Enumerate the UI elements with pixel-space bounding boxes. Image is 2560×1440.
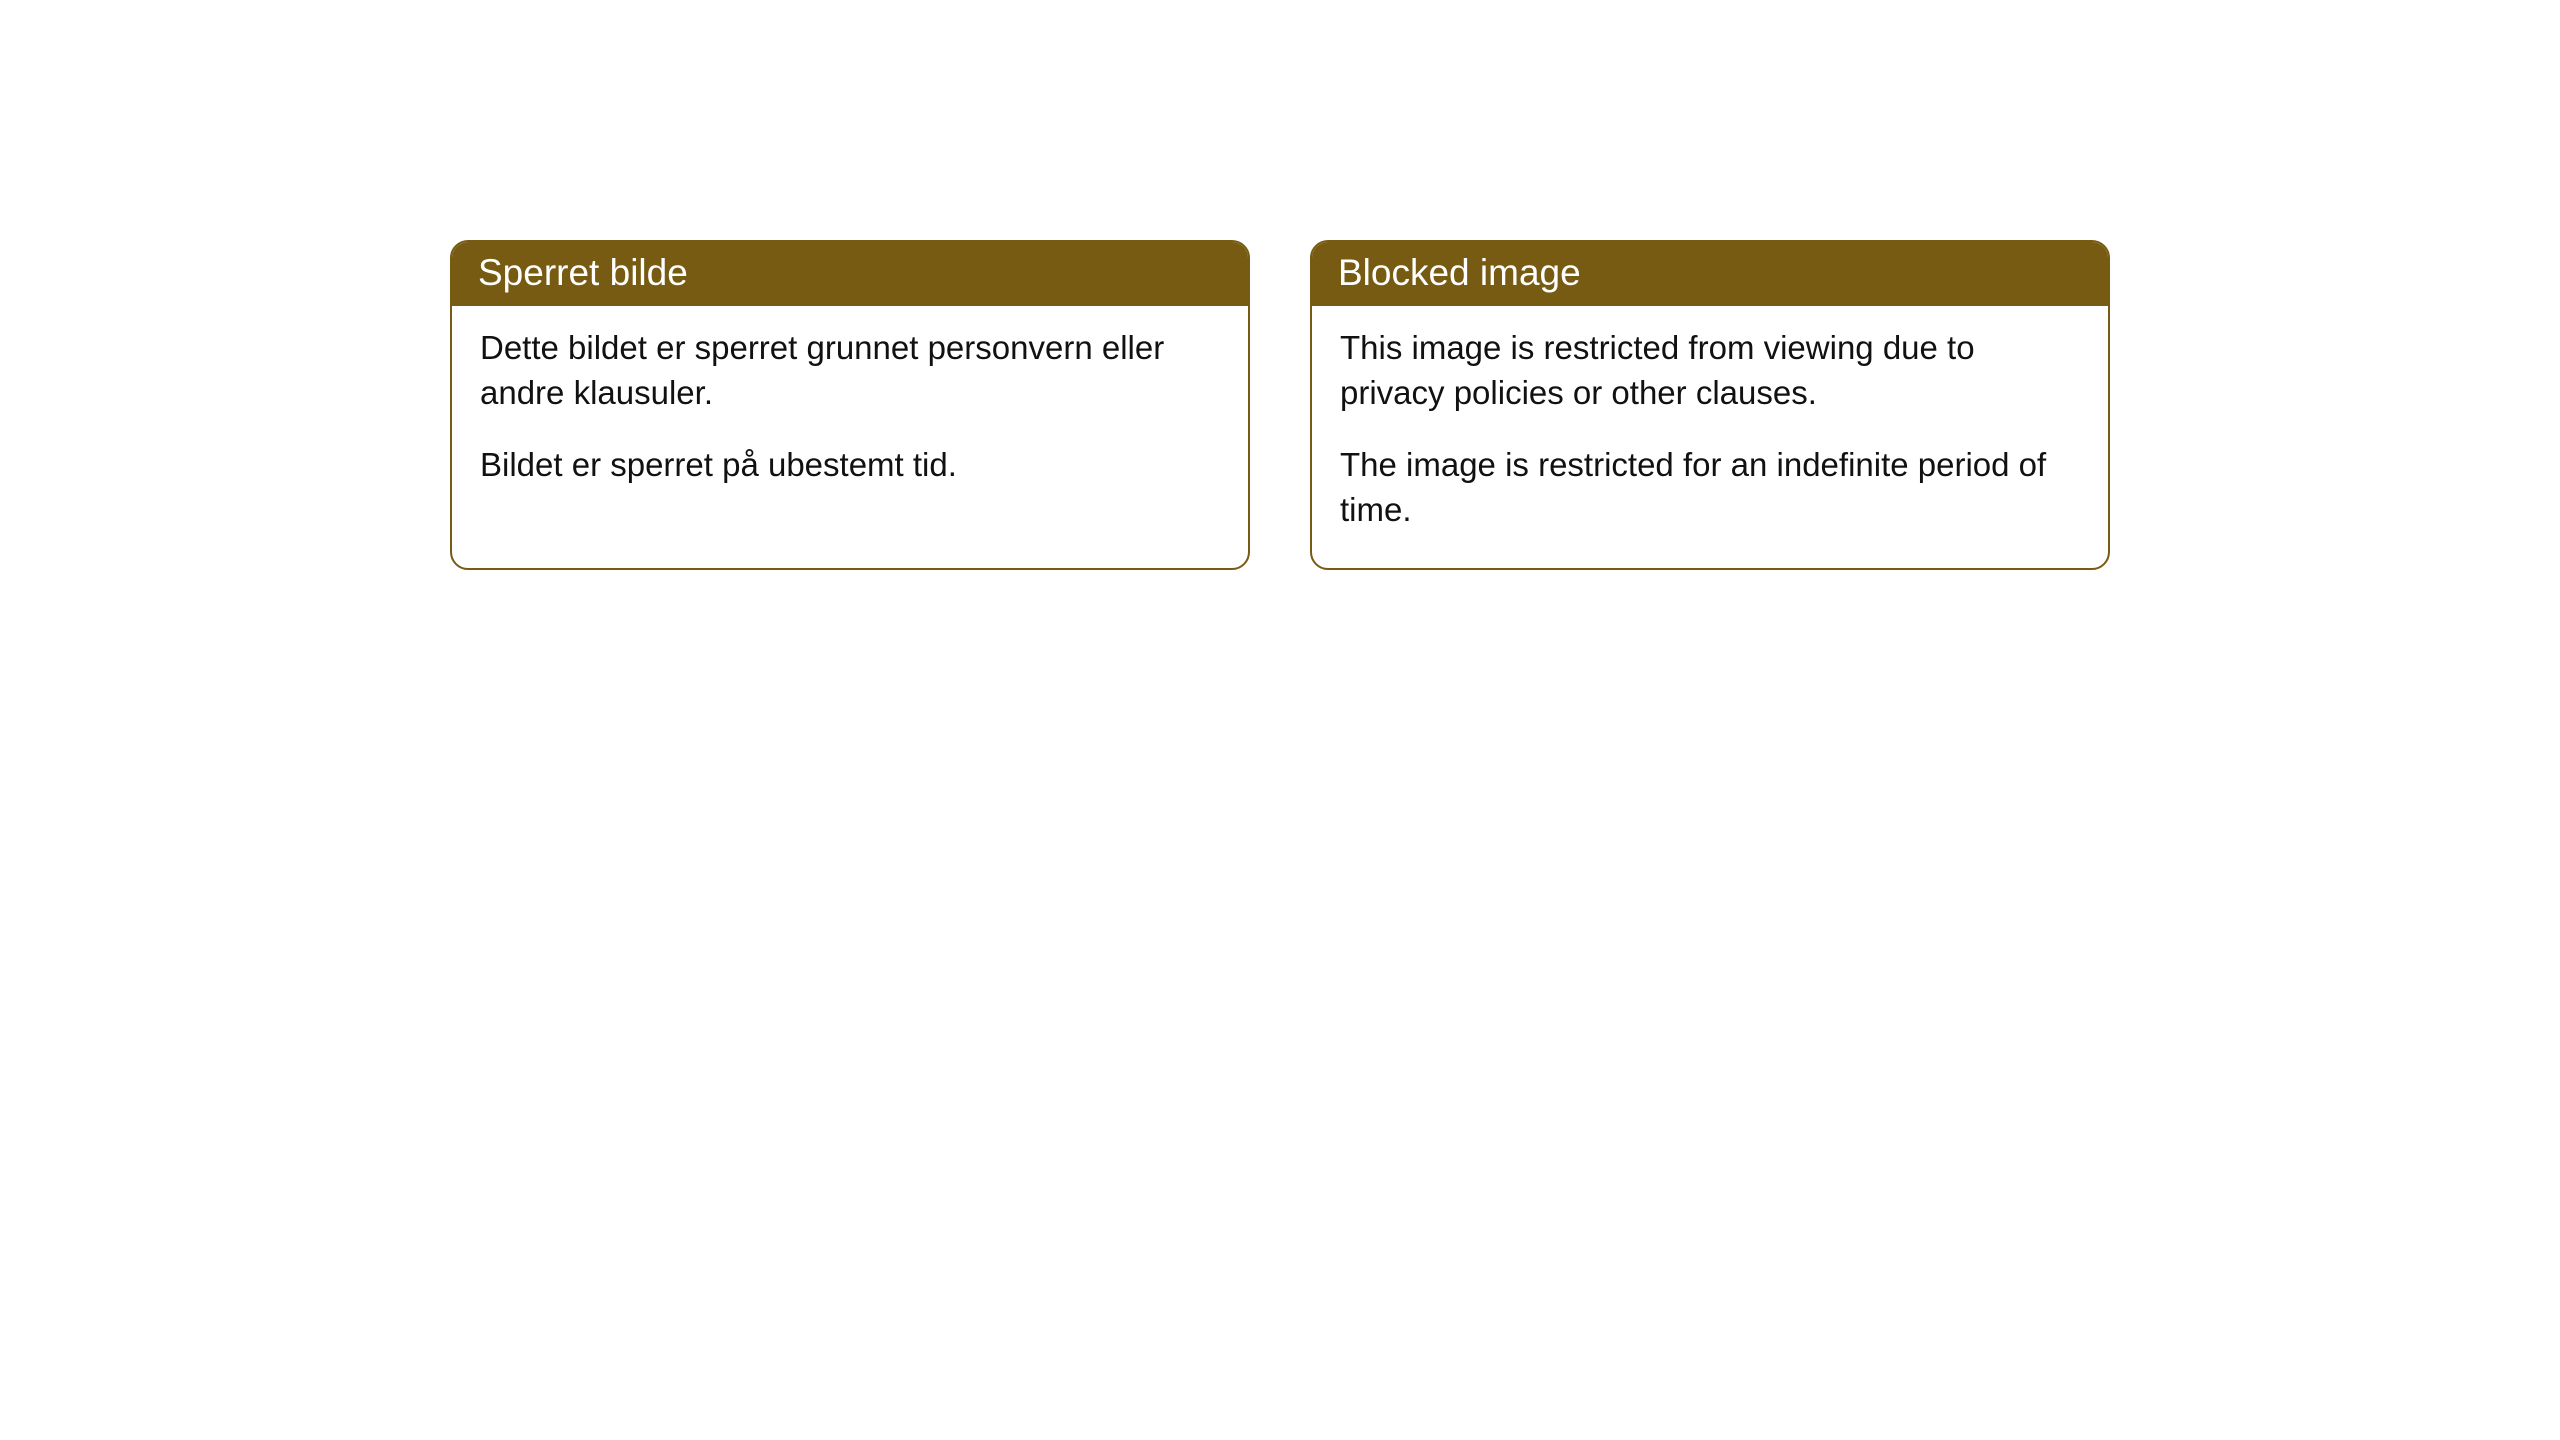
card-body-english: This image is restricted from viewing du… (1312, 306, 2108, 568)
card-text-norwegian-1: Dette bildet er sperret grunnet personve… (480, 326, 1220, 415)
blocked-image-card-english: Blocked image This image is restricted f… (1310, 240, 2110, 570)
card-header-english: Blocked image (1312, 242, 2108, 306)
card-container: Sperret bilde Dette bildet er sperret gr… (0, 0, 2560, 570)
blocked-image-card-norwegian: Sperret bilde Dette bildet er sperret gr… (450, 240, 1250, 570)
card-header-norwegian: Sperret bilde (452, 242, 1248, 306)
card-body-norwegian: Dette bildet er sperret grunnet personve… (452, 306, 1248, 524)
card-text-norwegian-2: Bildet er sperret på ubestemt tid. (480, 443, 1220, 488)
card-text-english-1: This image is restricted from viewing du… (1340, 326, 2080, 415)
card-text-english-2: The image is restricted for an indefinit… (1340, 443, 2080, 532)
